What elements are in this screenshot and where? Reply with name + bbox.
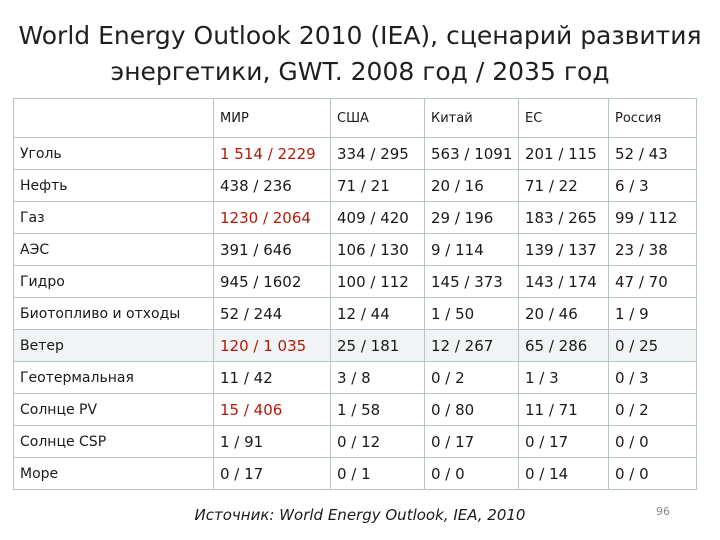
table-cell: 139 / 137	[518, 233, 609, 266]
table-cell: 20 / 46	[518, 297, 609, 330]
table-row: Уголь 1 514 / 2229 334 / 295 563 / 1091 201 …	[13, 137, 697, 170]
row-label: Геотермальная	[13, 361, 214, 394]
column-header: США	[330, 98, 425, 138]
table-cell: 20 / 16	[424, 169, 519, 202]
table-header-row: МИР США Китай ЕС Россия	[13, 98, 697, 138]
column-header: МИР	[213, 98, 331, 138]
column-header: Китай	[424, 98, 519, 138]
table-row: Нефть 438 / 236 71 / 21 20 / 16 71 / 22 6 / 3	[13, 169, 697, 202]
column-header: ЕС	[518, 98, 609, 138]
table-row: Ветер 120 / 1 035 25 / 181 12 / 267 65 / 286…	[13, 329, 697, 362]
row-label: Ветер	[13, 329, 214, 362]
table-cell: 9 / 114	[424, 233, 519, 266]
table-cell: 563 / 1091	[424, 137, 519, 170]
row-label: Солнце PV	[13, 393, 214, 426]
table-cell: 52 / 43	[608, 137, 697, 170]
table-row: АЭС 391 / 646 106 / 130 9 / 114 139 / 137 23 …	[13, 233, 697, 266]
column-header: Россия	[608, 98, 697, 138]
table-row: Солнце CSP 1 / 91 0 / 12 0 / 17 0 / 17 0 / 0	[13, 425, 697, 458]
table-cell: 1 / 91	[213, 425, 331, 458]
table-cell: 334 / 295	[330, 137, 425, 170]
table-cell: 0 / 17	[213, 457, 331, 490]
table-cell: 12 / 44	[330, 297, 425, 330]
table-cell: 99 / 112	[608, 201, 697, 234]
table-cell: 0 / 25	[608, 329, 697, 362]
table-cell: 71 / 21	[330, 169, 425, 202]
table-row: Биотопливо и отходы 52 / 244 12 / 44 1 / 50…	[13, 297, 697, 330]
table-cell: 52 / 244	[213, 297, 331, 330]
row-label: Солнце CSP	[13, 425, 214, 458]
row-label: Газ	[13, 201, 214, 234]
slide-title: World Energy Outlook 2010 (IEA), сценари…	[0, 18, 720, 90]
row-label: АЭС	[13, 233, 214, 266]
table-cell: 0 / 17	[424, 425, 519, 458]
table-cell: 0 / 12	[330, 425, 425, 458]
table-cell: 0 / 17	[518, 425, 609, 458]
table-cell: 23 / 38	[608, 233, 697, 266]
table-cell: 15 / 406	[213, 393, 331, 426]
table-cell: 1 / 50	[424, 297, 519, 330]
table-cell: 29 / 196	[424, 201, 519, 234]
table-cell: 25 / 181	[330, 329, 425, 362]
table-cell: 3 / 8	[330, 361, 425, 394]
table-cell: 0 / 3	[608, 361, 697, 394]
table-cell: 0 / 80	[424, 393, 519, 426]
table-cell: 438 / 236	[213, 169, 331, 202]
table-cell: 145 / 373	[424, 265, 519, 298]
row-label: Биотопливо и отходы	[13, 297, 214, 330]
table-cell: 183 / 265	[518, 201, 609, 234]
table-cell: 1 / 9	[608, 297, 697, 330]
header-cell-empty	[13, 98, 214, 138]
source-note: Источник: World Energy Outlook, IEA, 201…	[194, 506, 526, 524]
table-cell: 12 / 267	[424, 329, 519, 362]
table-cell: 106 / 130	[330, 233, 425, 266]
table-cell: 100 / 112	[330, 265, 425, 298]
table-cell: 0 / 0	[608, 457, 697, 490]
table-cell: 0 / 2	[608, 393, 697, 426]
table-row: Солнце PV 15 / 406 1 / 58 0 / 80 11 / 71 0 / …	[13, 393, 697, 426]
row-label: Нефть	[13, 169, 214, 202]
title-line-2: энергетики, GWT. 2008 год / 2035 год	[110, 57, 610, 86]
row-label: Море	[13, 457, 214, 490]
table-cell: 120 / 1 035	[213, 329, 331, 362]
table-cell: 65 / 286	[518, 329, 609, 362]
table-cell: 6 / 3	[608, 169, 697, 202]
title-line-1: World Energy Outlook 2010 (IEA), сценари…	[18, 21, 702, 50]
table-cell: 0 / 1	[330, 457, 425, 490]
table-cell: 945 / 1602	[213, 265, 331, 298]
table-cell: 11 / 71	[518, 393, 609, 426]
table-cell: 1 514 / 2229	[213, 137, 331, 170]
table-row: Газ 1230 / 2064 409 / 420 29 / 196 183 / 265…	[13, 201, 697, 234]
table-cell: 11 / 42	[213, 361, 331, 394]
table-row: Гидро 945 / 1602 100 / 112 145 / 373 143 / 1…	[13, 265, 697, 298]
table-cell: 143 / 174	[518, 265, 609, 298]
table-cell: 1 / 58	[330, 393, 425, 426]
page-number: 96	[656, 505, 670, 518]
table-cell: 1 / 3	[518, 361, 609, 394]
table-cell: 0 / 14	[518, 457, 609, 490]
row-label: Уголь	[13, 137, 214, 170]
table-cell: 0 / 2	[424, 361, 519, 394]
table-cell: 0 / 0	[608, 425, 697, 458]
table-cell: 201 / 115	[518, 137, 609, 170]
table-cell: 47 / 70	[608, 265, 697, 298]
table-cell: 391 / 646	[213, 233, 331, 266]
table-cell: 1230 / 2064	[213, 201, 331, 234]
row-label: Гидро	[13, 265, 214, 298]
energy-table: МИР США Китай ЕС Россия Уголь 1 514 / 2229 334…	[13, 98, 697, 490]
table-cell: 0 / 0	[424, 457, 519, 490]
table-cell: 409 / 420	[330, 201, 425, 234]
table-cell: 71 / 22	[518, 169, 609, 202]
